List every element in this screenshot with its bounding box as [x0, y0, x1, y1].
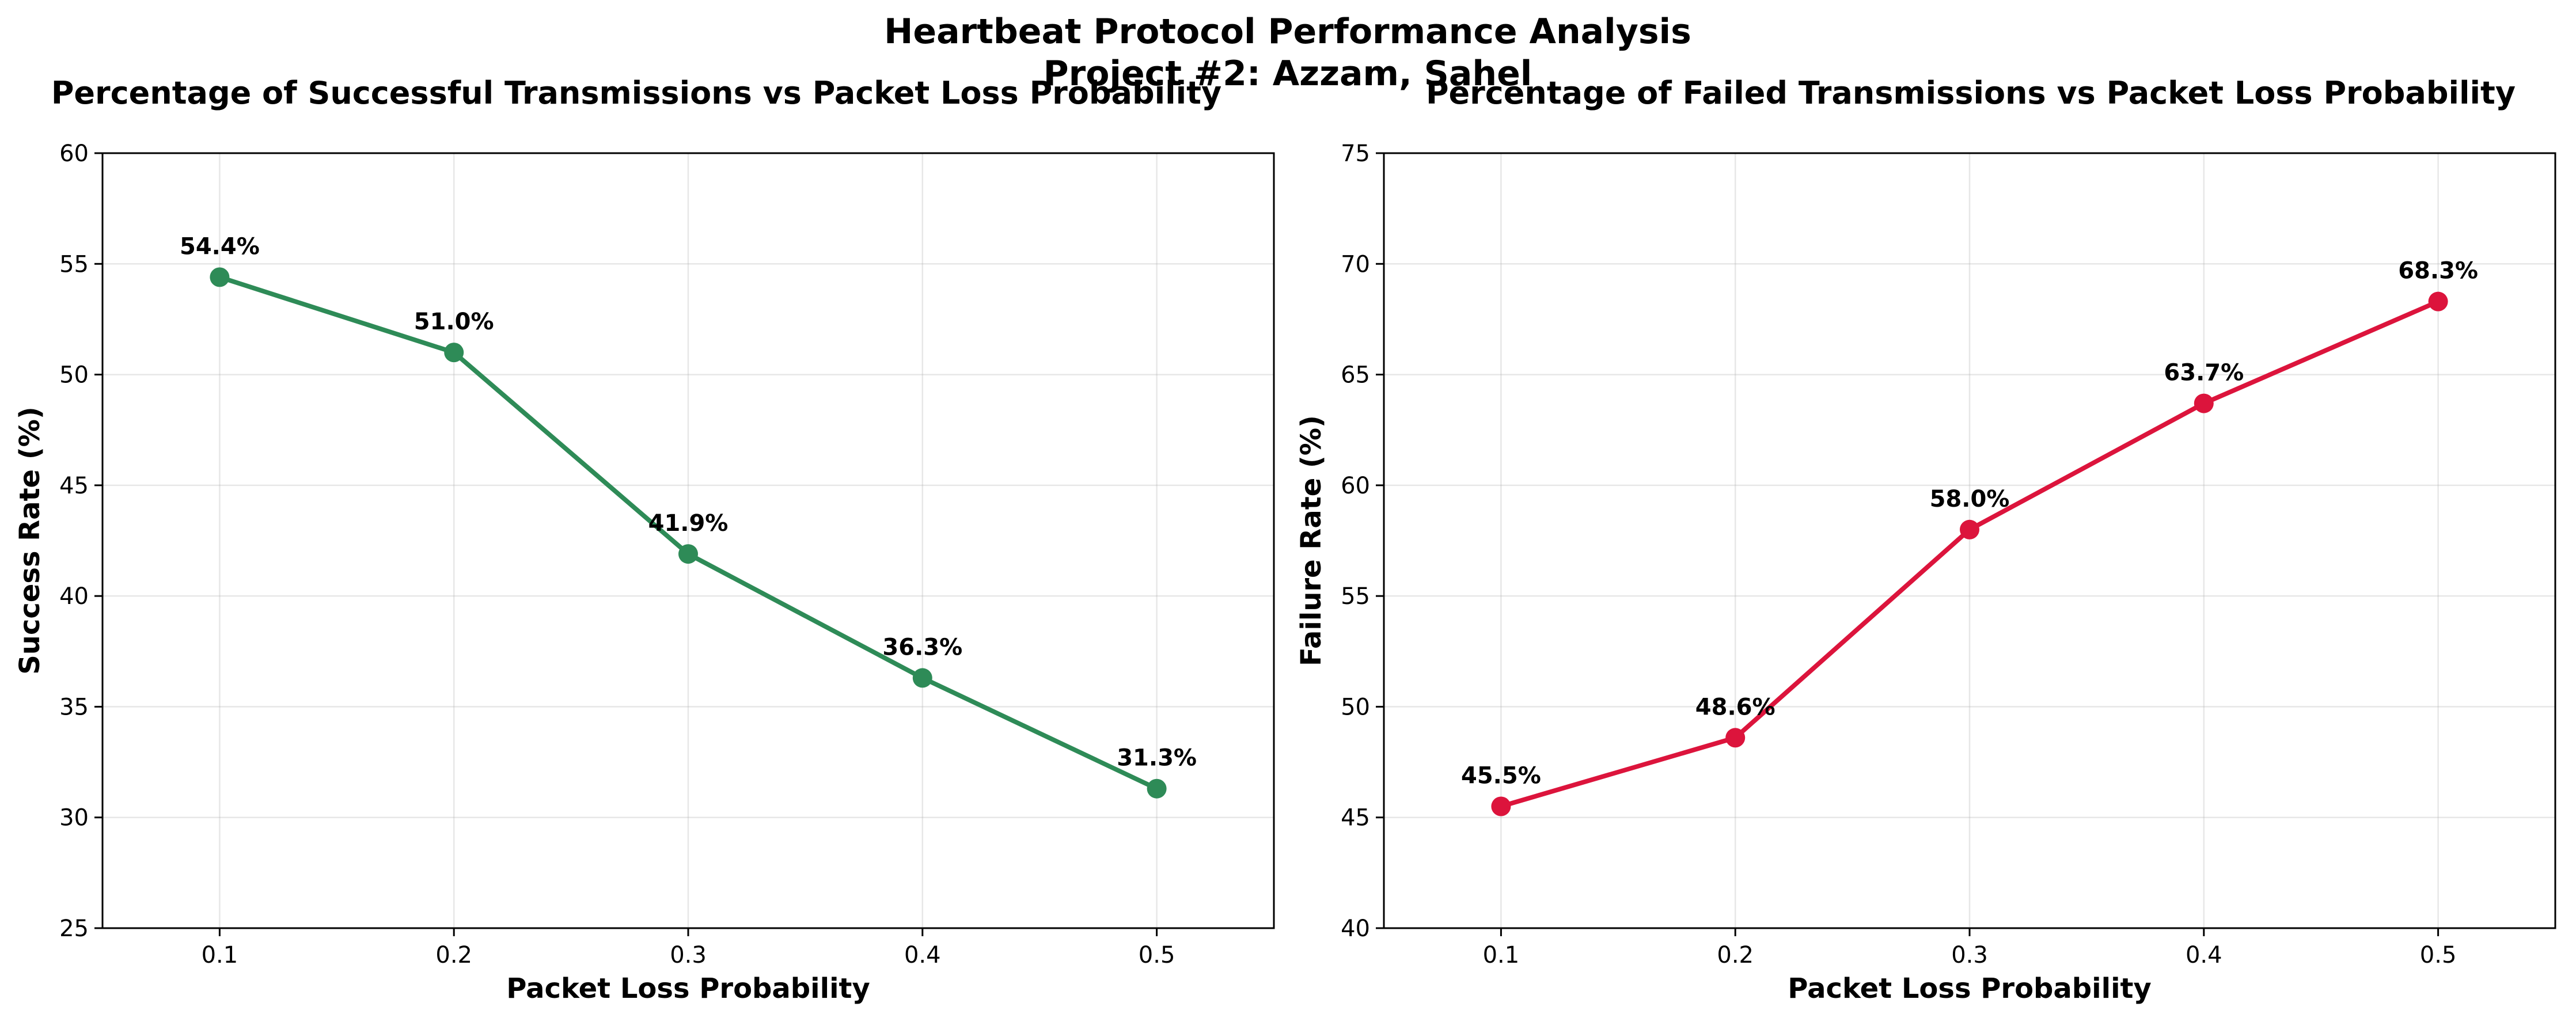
success-y-tick-label: 60 [59, 140, 89, 167]
failure-data-point [1960, 519, 1979, 540]
failure-y-tick-label: 55 [1341, 583, 1370, 610]
success-x-tick-label: 0.1 [202, 942, 238, 968]
success-markers [210, 267, 1167, 799]
success-data-label: 36.3% [882, 634, 962, 660]
failure-x-tick-label: 0.4 [2186, 942, 2222, 968]
success-data-label: 31.3% [1117, 745, 1197, 772]
failure-data-label: 58.0% [1930, 486, 2010, 512]
success-y-tick-label: 45 [59, 473, 89, 499]
success-x-tick-label: 0.3 [670, 942, 707, 968]
failure-y-tick-label: 65 [1341, 362, 1370, 389]
failure-data-point [1491, 796, 1511, 816]
failure-y-tick-label: 45 [1341, 805, 1370, 831]
success-data-point [210, 267, 230, 287]
failure-x-axis-label: Packet Loss Probability [1788, 972, 2152, 1005]
failure-data-point [2428, 291, 2448, 311]
failure-data-point [1725, 728, 1746, 748]
success-y-tick-label: 25 [59, 915, 89, 942]
failure-y-axis-label: Failure Rate (%) [1295, 415, 1327, 666]
success-x-tick-label: 0.2 [435, 942, 472, 968]
success-x-tick-label: 0.4 [904, 942, 941, 968]
failure-data-label: 48.6% [1695, 694, 1775, 720]
failure-rate-panel: Percentage of Failed Transmissions vs Pa… [1295, 75, 2556, 1005]
success-y-ticks: 25 30 35 40 45 50 55 60 [59, 140, 103, 942]
failure-x-ticks: 0.1 0.2 0.3 0.4 0.5 [1483, 928, 2457, 968]
figure-title-line1: Heartbeat Protocol Performance Analysis [884, 12, 1691, 52]
success-data-point [678, 544, 698, 564]
failure-markers [1491, 291, 2448, 816]
failure-x-tick-label: 0.3 [1951, 942, 1988, 968]
failure-y-tick-label: 40 [1341, 915, 1370, 942]
success-data-point [444, 343, 464, 363]
success-data-label: 41.9% [648, 510, 729, 537]
failure-y-tick-label: 70 [1341, 251, 1370, 278]
failure-x-tick-label: 0.5 [2420, 942, 2457, 968]
success-data-point [1147, 778, 1167, 799]
success-x-ticks: 0.1 0.2 0.3 0.4 0.5 [202, 928, 1175, 968]
failure-y-tick-label: 50 [1341, 694, 1370, 720]
failure-data-point [2194, 393, 2214, 413]
success-rate-panel: Percentage of Successful Transmissions v… [14, 75, 1275, 1005]
failure-data-label: 63.7% [2164, 360, 2244, 386]
failure-data-labels: 45.5% 48.6% 58.0% 63.7% 68.3% [1461, 258, 2478, 789]
failure-y-ticks: 40 45 50 55 60 65 70 75 [1341, 140, 1384, 942]
failure-data-label: 45.5% [1461, 762, 1541, 789]
success-data-label: 51.0% [414, 309, 494, 335]
success-data-label: 54.4% [180, 233, 260, 260]
success-y-axis-label: Success Rate (%) [14, 406, 46, 675]
success-data-labels: 54.4% 51.0% 41.9% 36.3% 31.3% [180, 233, 1197, 771]
failure-chart-title: Percentage of Failed Transmissions vs Pa… [1426, 75, 2516, 111]
success-y-tick-label: 40 [59, 583, 89, 610]
figure-title-line2: Project #2: Azzam, Sahel [1044, 54, 1532, 94]
failure-x-tick-label: 0.2 [1717, 942, 1754, 968]
success-y-tick-label: 35 [59, 694, 89, 720]
success-data-point [912, 668, 932, 688]
success-y-tick-label: 55 [59, 251, 89, 278]
success-x-axis-label: Packet Loss Probability [506, 972, 870, 1005]
success-y-tick-label: 30 [59, 805, 89, 831]
failure-data-label: 68.3% [2398, 258, 2478, 284]
success-y-tick-label: 50 [59, 362, 89, 389]
failure-y-tick-label: 60 [1341, 473, 1370, 499]
failure-x-tick-label: 0.1 [1483, 942, 1520, 968]
failure-y-tick-label: 75 [1341, 140, 1370, 167]
success-x-tick-label: 0.5 [1139, 942, 1175, 968]
success-chart-title: Percentage of Successful Transmissions v… [51, 75, 1221, 111]
